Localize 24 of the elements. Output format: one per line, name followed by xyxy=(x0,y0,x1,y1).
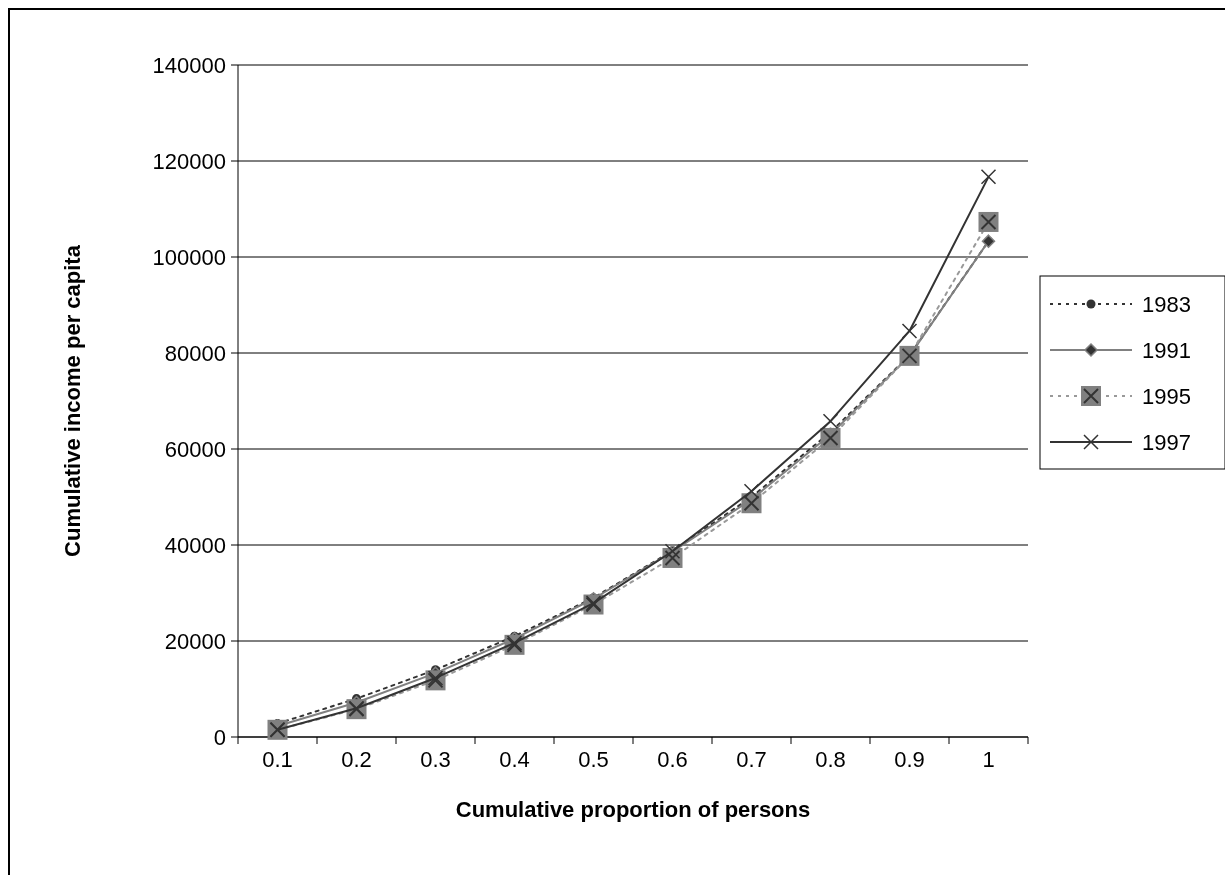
x-tick-label: 0.1 xyxy=(262,747,293,772)
y-tick-label: 140000 xyxy=(152,52,226,78)
y-tick-label: 60000 xyxy=(164,436,226,462)
x-axis-title: Cumulative proportion of persons xyxy=(455,797,811,822)
y-tick-label: 120000 xyxy=(152,148,226,174)
legend-label: 1995 xyxy=(1142,383,1191,409)
x-tick-label: 1 xyxy=(982,747,995,772)
x-tick-label: 0.3 xyxy=(420,747,451,772)
x-tick-label: 0.8 xyxy=(815,747,846,772)
y-tick-label: 0 xyxy=(213,724,226,750)
legend-label: 1997 xyxy=(1142,429,1191,455)
legend-label: 1991 xyxy=(1142,337,1191,363)
y-tick-label: 100000 xyxy=(152,244,226,270)
x-tick-label: 0.6 xyxy=(657,747,688,772)
legend-label: 1983 xyxy=(1142,291,1191,317)
x-tick-label: 0.2 xyxy=(341,747,372,772)
y-axis-title: Cumulative income per capita xyxy=(60,244,85,557)
y-tick-label: 80000 xyxy=(164,340,226,366)
x-tick-label: 0.4 xyxy=(499,747,530,772)
x-tick-label: 0.7 xyxy=(736,747,767,772)
x-tick-label: 0.5 xyxy=(578,747,609,772)
y-tick-label: 20000 xyxy=(164,628,226,654)
x-tick-label: 0.9 xyxy=(894,747,925,772)
y-tick-label: 40000 xyxy=(164,532,226,558)
